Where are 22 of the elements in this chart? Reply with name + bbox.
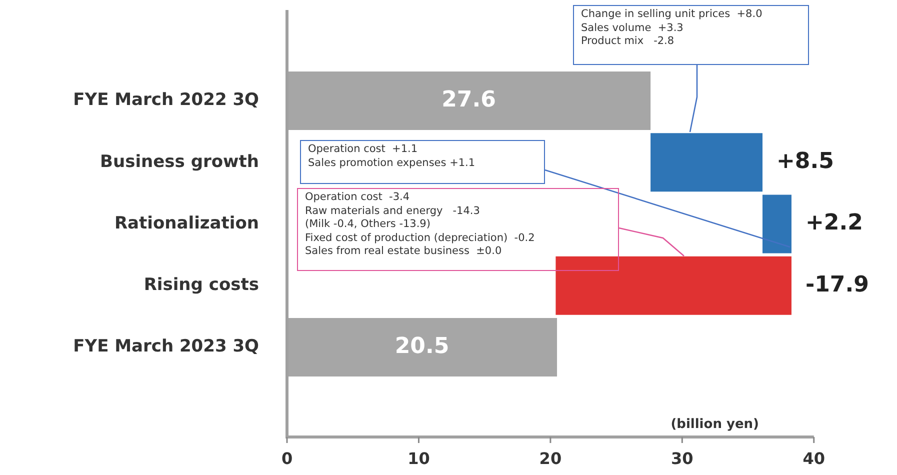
data-label: 27.6 [442, 88, 496, 113]
note-callout: Operation cost +1.1 Sales promotion expenses +1.1 [300, 140, 545, 184]
y-tick-label: FYE March 2022 3Q [73, 90, 259, 110]
note-callout: Change in selling unit prices +8.0 Sales volume +3.3 Product mix -2.8 [573, 5, 809, 65]
data-label: +2.2 [805, 210, 863, 236]
x-axis-title: (billion yen) [670, 416, 759, 432]
data-label: 20.5 [394, 334, 450, 359]
data-label: +8.5 [776, 149, 834, 174]
x-tick-label: 30 [671, 448, 694, 468]
note-callout: Operation cost -3.4 Raw materials and energy -14.3 (Milk -0.4, Others -13.9) Fixed cost of production (depreciation) -0.2 Sales from real estate business ±0.0 [297, 188, 619, 271]
x-tick-label: 20 [539, 448, 562, 468]
y-tick-label: Business growth [100, 152, 259, 172]
y-tick-label: Rationalization [114, 213, 259, 234]
x-tick-label: 10 [408, 448, 430, 468]
bar [556, 256, 792, 315]
bar [650, 133, 762, 192]
x-tick-label: 0 [281, 448, 293, 468]
bar [762, 194, 792, 254]
y-tick-label: Rising costs [144, 275, 259, 296]
y-tick-label: FYE March 2023 3Q [73, 336, 259, 357]
x-tick-label: 40 [802, 448, 825, 468]
data-label: -17.9 [805, 272, 869, 298]
